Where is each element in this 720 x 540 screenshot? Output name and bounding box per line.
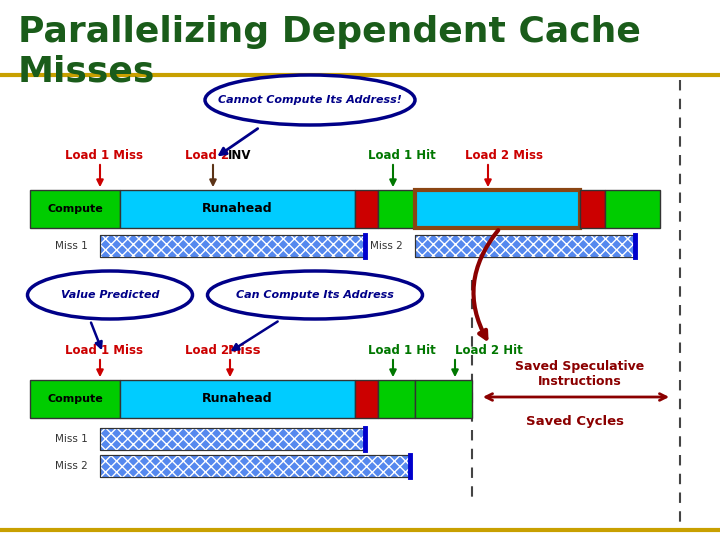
Bar [100, 455, 410, 477]
Text: Load 2: Load 2 [185, 149, 233, 162]
Text: Misses: Misses [18, 55, 156, 89]
Text: Miss 1: Miss 1 [55, 434, 88, 444]
Bar [378, 380, 415, 418]
Text: Value Predicted: Value Predicted [60, 290, 159, 300]
Bar [415, 380, 472, 418]
Bar [30, 190, 120, 228]
Bar [415, 190, 580, 228]
Text: Load 1 Miss: Load 1 Miss [65, 149, 143, 162]
Bar [100, 235, 365, 257]
Bar [100, 428, 365, 450]
Bar [580, 190, 605, 228]
Text: Runahead: Runahead [202, 202, 272, 215]
Text: Load 2: Load 2 [185, 344, 233, 357]
Text: Saved Cycles: Saved Cycles [526, 415, 624, 428]
Bar [415, 235, 635, 257]
Text: Miss 2: Miss 2 [370, 241, 402, 251]
Bar [605, 190, 660, 228]
Bar [415, 235, 635, 257]
Bar [378, 190, 415, 228]
Text: Miss 2: Miss 2 [55, 461, 88, 471]
Bar [415, 235, 635, 257]
Bar [30, 380, 120, 418]
Bar [100, 235, 365, 257]
Text: Runahead: Runahead [202, 393, 272, 406]
Text: Load 2 Miss: Load 2 Miss [465, 149, 543, 162]
Bar [100, 455, 410, 477]
Ellipse shape [27, 271, 192, 319]
Text: Compute: Compute [47, 204, 103, 214]
Text: INV: INV [228, 149, 251, 162]
Bar [355, 190, 378, 228]
Bar [120, 380, 355, 418]
Bar [355, 380, 378, 418]
Text: Load 2 Hit: Load 2 Hit [455, 344, 523, 357]
Text: Miss: Miss [228, 344, 261, 357]
Text: Can Compute Its Address: Can Compute Its Address [236, 290, 394, 300]
Ellipse shape [205, 75, 415, 125]
Bar [100, 235, 365, 257]
Text: Parallelizing Dependent Cache: Parallelizing Dependent Cache [18, 15, 641, 49]
Text: Compute: Compute [47, 394, 103, 404]
Bar [100, 455, 410, 477]
Text: Saved Speculative
Instructions: Saved Speculative Instructions [516, 360, 644, 388]
Text: Cannot Compute Its Address!: Cannot Compute Its Address! [218, 95, 402, 105]
Bar [100, 428, 365, 450]
Ellipse shape [207, 271, 423, 319]
Text: Miss 1: Miss 1 [55, 241, 88, 251]
Text: Load 1 Hit: Load 1 Hit [368, 149, 436, 162]
Bar [100, 428, 365, 450]
Bar [120, 190, 355, 228]
Text: Load 1 Miss: Load 1 Miss [65, 344, 143, 357]
Text: Load 1 Hit: Load 1 Hit [368, 344, 436, 357]
